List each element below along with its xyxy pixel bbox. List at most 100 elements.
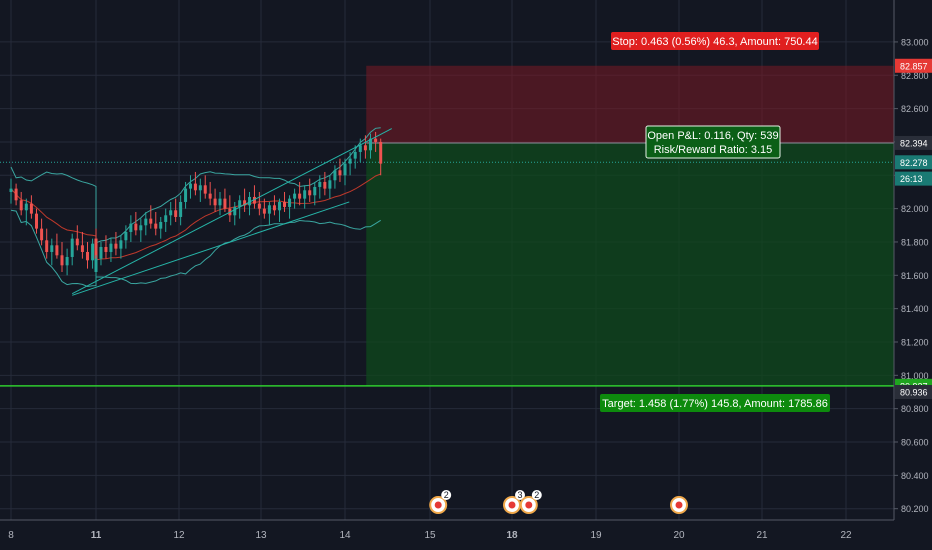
candle-body (86, 251, 89, 261)
price-tag-label: 80.936 (900, 388, 928, 398)
price-tag-label: 82.278 (900, 158, 928, 168)
stop-label: Stop: 0.463 (0.56%) 46.3, Amount: 750.44 (612, 36, 817, 48)
candle-body (272, 205, 276, 211)
candle-body (374, 138, 378, 142)
candle-body (139, 225, 143, 231)
time-tick-label: 22 (840, 530, 852, 541)
candle-body (144, 218, 148, 226)
candle-body (129, 223, 133, 232)
candle-body (308, 190, 312, 196)
time-axis[interactable]: 8 11 12 13 14 15 18 19 20 21 22 (0, 519, 932, 550)
price-tag-label: 82.394 (900, 138, 928, 148)
price-tick-label: 81.200 (901, 337, 929, 347)
candle-body (9, 188, 13, 192)
candle-body (94, 258, 98, 272)
candle-body (243, 200, 247, 206)
price-tick-label: 82.000 (901, 204, 929, 214)
event-count-badge (441, 490, 452, 500)
candle-body (99, 246, 103, 259)
candle-body (70, 238, 74, 257)
price-tag[interactable] (895, 385, 932, 399)
candle-body (55, 245, 59, 256)
candle-body (109, 243, 113, 252)
candle-body (124, 231, 128, 241)
event-count: 2 (444, 490, 449, 500)
candle-body (318, 181, 322, 187)
candle-body (218, 198, 222, 206)
target-label: Target: 1.458 (1.77%) 145.8, Amount: 178… (602, 398, 828, 410)
candle-body (50, 245, 54, 252)
time-axis-bg (0, 520, 932, 550)
price-axis[interactable]: 83.00082.80082.60082.40082.20082.00081.8… (893, 0, 932, 550)
candle-body (35, 213, 38, 229)
event-count: 3 (517, 490, 522, 500)
candle-body (262, 208, 266, 214)
candle-body (248, 196, 252, 206)
candle-body (298, 193, 302, 199)
candle-body (288, 198, 292, 207)
candle-body (277, 201, 281, 211)
candle-body (208, 193, 212, 199)
candle-body (24, 203, 28, 211)
time-tick-label: 21 (756, 530, 768, 541)
candle-body (353, 151, 357, 159)
candle-body (328, 180, 332, 189)
price-tick-label: 83.000 (901, 37, 929, 47)
candle-body (369, 138, 372, 151)
candle-body (267, 205, 271, 214)
pnl-label-box[interactable]: Open P&L: 0.116, Qty: 539 Risk/Reward Ra… (645, 125, 781, 159)
price-tag[interactable] (895, 135, 932, 150)
price-tick-label: 80.400 (901, 471, 929, 481)
bollinger-upper (10, 127, 381, 247)
time-tick-label: 14 (339, 530, 351, 541)
candle-body (149, 218, 153, 224)
profit-zone[interactable] (366, 142, 894, 386)
time-tick-label: 20 (673, 530, 685, 541)
candle-body (333, 170, 337, 181)
price-tag-label: 26:13 (900, 174, 923, 184)
trend-line-upper[interactable] (71, 128, 392, 295)
price-tag-label: 82.857 (900, 61, 928, 71)
candle-body (40, 228, 44, 241)
candle-body (91, 243, 95, 261)
time-tick-label: 8 (8, 530, 14, 541)
position-zones[interactable] (0, 65, 894, 387)
time-tick-label: 11 (91, 530, 102, 541)
price-tag[interactable] (895, 58, 932, 73)
price-tick-label: 80.600 (901, 438, 929, 448)
candle-body (188, 183, 192, 189)
target-label-box[interactable]: Target: 1.458 (1.77%) 145.8, Amount: 178… (600, 394, 830, 412)
price-tag[interactable] (895, 171, 932, 186)
candle-body (303, 190, 307, 199)
candle-body (358, 145, 362, 152)
event-count-badge (515, 490, 525, 500)
trend-line-lower[interactable] (72, 201, 350, 296)
candle-body (198, 185, 202, 191)
candle-body (154, 223, 158, 229)
candle-body (179, 201, 183, 217)
candle-body (60, 255, 64, 266)
risk-reward-label: Risk/Reward Ratio: 3.15 (654, 144, 773, 156)
event-count-badge (531, 490, 542, 500)
event-marker-dot-icon (675, 501, 683, 509)
trend-lines[interactable] (71, 128, 392, 296)
stop-zone[interactable] (366, 65, 894, 143)
position-labels: Stop: 0.463 (0.56%) 46.3, Amount: 750.44… (600, 32, 830, 412)
candle-body (80, 245, 84, 252)
event-markers[interactable]: 2 3 2 (429, 490, 688, 514)
candle-body (19, 200, 23, 211)
candle-body (119, 240, 123, 249)
candle-body (343, 163, 347, 176)
candle-body (75, 238, 79, 246)
candle-body (164, 215, 168, 222)
price-tag[interactable] (895, 155, 932, 170)
time-tick-label: 19 (590, 530, 602, 541)
time-tick-label: 13 (255, 530, 267, 541)
time-tick-label: 15 (424, 530, 436, 541)
stop-label-box[interactable]: Stop: 0.463 (0.56%) 46.3, Amount: 750.44 (611, 32, 819, 50)
candle-body (159, 221, 163, 229)
event-marker-dot-icon (508, 501, 516, 509)
candle-body (283, 201, 287, 207)
candle-body (213, 198, 217, 206)
